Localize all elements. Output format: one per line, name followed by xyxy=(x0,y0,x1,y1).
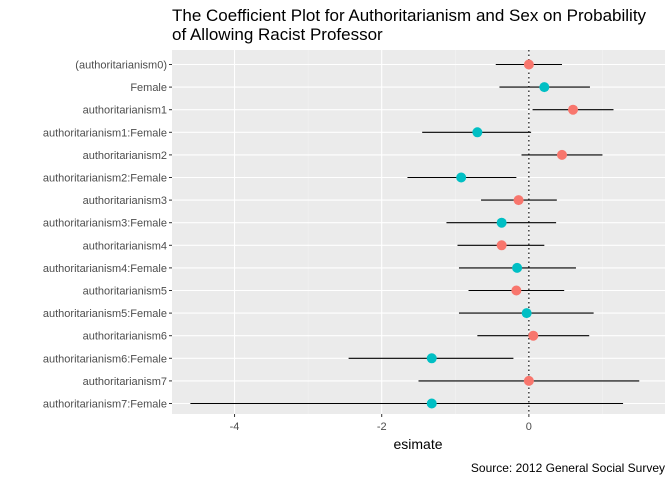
coefficient-point xyxy=(426,353,437,364)
coefficient-point xyxy=(426,398,437,409)
y-tick-label: authoritarianism2:Female xyxy=(43,173,167,185)
chart-title-line-2: of Allowing Racist Professor xyxy=(172,25,383,44)
x-tick-label: 0 xyxy=(526,421,532,433)
coefficient-point xyxy=(513,195,524,206)
coefficient-point xyxy=(523,59,534,70)
y-tick-label: Female xyxy=(130,82,167,94)
plot-panel xyxy=(172,50,665,414)
y-tick-label: authoritarianism7 xyxy=(83,376,167,388)
coefficient-point xyxy=(472,127,483,138)
coefficient-point xyxy=(496,217,507,228)
y-tick-label: authoritarianism5 xyxy=(83,286,167,298)
coefficient-point xyxy=(556,149,567,160)
y-tick-label: authoritarianism6 xyxy=(83,331,167,343)
y-tick-label: authoritarianism2 xyxy=(83,150,167,162)
coefficient-point xyxy=(496,240,507,251)
coefficient-point xyxy=(456,172,467,183)
y-tick-label: authoritarianism1:Female xyxy=(43,127,167,139)
x-tick-label: -2 xyxy=(377,421,387,433)
coefficient-point xyxy=(528,330,539,341)
y-tick-label: authoritarianism5:Female xyxy=(43,308,167,320)
y-tick-label: authoritarianism7:Female xyxy=(43,399,167,411)
y-tick-label: authoritarianism4 xyxy=(83,240,167,252)
x-axis-tick-layer: -4 -2 0 xyxy=(230,414,532,433)
y-tick-label: authoritarianism4:Female xyxy=(43,263,167,275)
coefficient-point xyxy=(539,82,550,93)
chart-title-line-1: The Coefficient Plot for Authoritarianis… xyxy=(172,6,647,25)
y-tick-label: authoritarianism3 xyxy=(83,195,167,207)
coefficient-point xyxy=(511,285,522,296)
y-tick-label: (authoritarianism0) xyxy=(75,60,167,72)
coefficient-point xyxy=(521,308,532,319)
point-layer xyxy=(426,59,579,409)
y-tick-label: authoritarianism6:Female xyxy=(43,353,167,365)
coefficient-point xyxy=(512,262,523,273)
y-tick-label: authoritarianism3:Female xyxy=(43,218,167,230)
coefficient-point xyxy=(523,375,534,386)
x-tick-label: -4 xyxy=(230,421,240,433)
y-tick-label: authoritarianism1 xyxy=(83,105,167,117)
y-axis-tick-layer: (authoritarianism0) Female authoritarianis… xyxy=(43,60,172,411)
x-axis-title: esimate xyxy=(393,436,442,452)
chart-caption: Source: 2012 General Social Survey xyxy=(471,461,665,475)
coefficient-point xyxy=(568,104,579,115)
